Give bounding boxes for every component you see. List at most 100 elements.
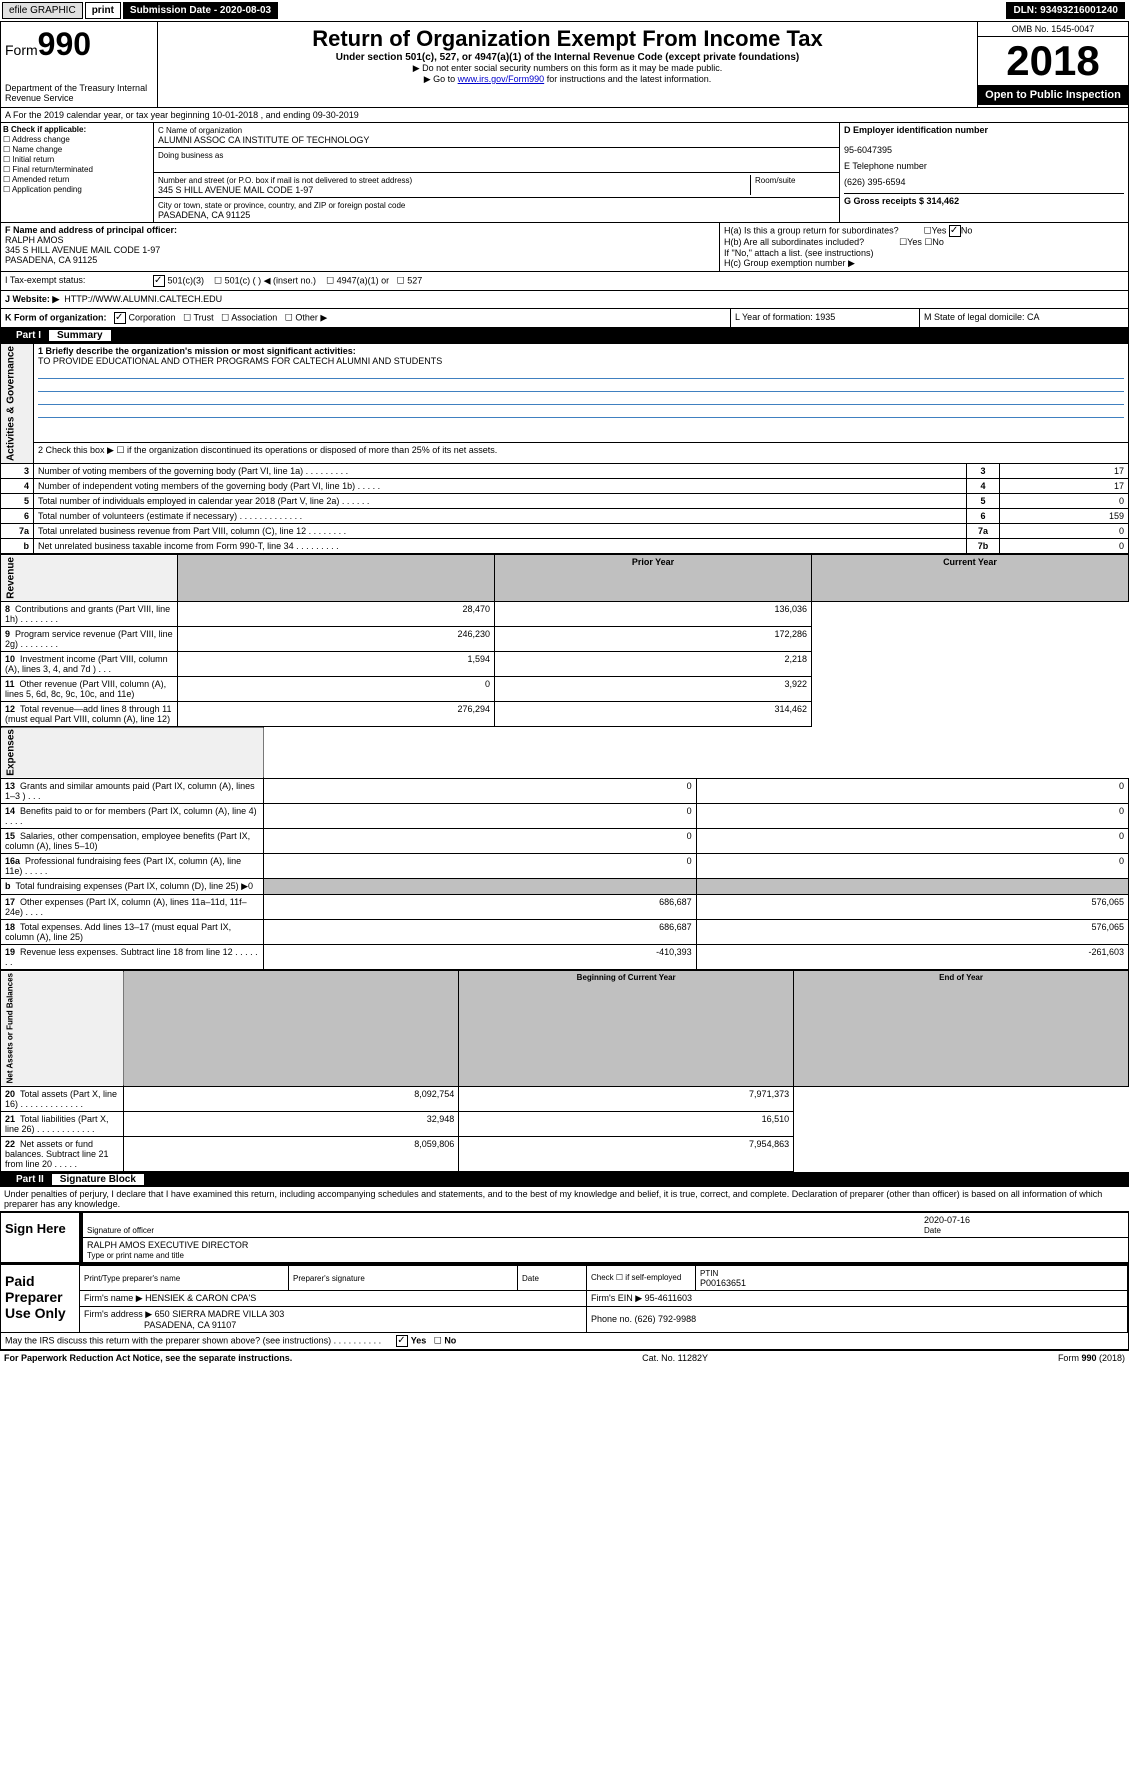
line-ref: 5 — [967, 494, 1000, 509]
prep-h1: Print/Type preparer's name — [84, 1274, 180, 1283]
form-number: 990 — [38, 26, 91, 62]
addr-label: Number and street (or P.O. box if mail i… — [158, 176, 412, 185]
dba-label: Doing business as — [158, 151, 223, 160]
prep-h5: PTIN — [700, 1269, 718, 1278]
dept-label: Department of the Treasury Internal Reve… — [5, 83, 153, 103]
firm-label: Firm's name ▶ — [84, 1293, 143, 1303]
current-value: 576,065 — [696, 920, 1128, 945]
hc-label: H(c) Group exemption number ▶ — [724, 258, 1124, 269]
part1-num: Part I — [8, 330, 49, 341]
opt-other: Other ▶ — [295, 312, 327, 322]
b-label: B Check if applicable: — [3, 125, 151, 134]
line-ref: 6 — [967, 509, 1000, 524]
line-num: 6 — [1, 509, 34, 524]
cb-final-return[interactable]: ☐ Final return/terminated — [3, 165, 151, 174]
officer-city: PASADENA, CA 91125 — [5, 255, 97, 265]
main-title: Return of Organization Exempt From Incom… — [162, 26, 973, 52]
efile-label: efile GRAPHIC — [2, 2, 83, 19]
footer-mid: Cat. No. 11282Y — [642, 1353, 708, 1363]
current-value: 314,462 — [495, 701, 812, 726]
line-value: 0 — [1000, 524, 1129, 539]
discuss-yes-checkbox[interactable] — [396, 1335, 408, 1347]
q1-value: TO PROVIDE EDUCATIONAL AND OTHER PROGRAM… — [38, 356, 442, 366]
opt-assoc: Association — [231, 312, 277, 322]
cb-initial-return[interactable]: ☐ Initial return — [3, 155, 151, 164]
side-expenses: Expenses — [1, 727, 264, 779]
line-ref: 4 — [967, 479, 1000, 494]
prior-value: 1,594 — [178, 651, 495, 676]
firm-name: HENSIEK & CARON CPA'S — [145, 1293, 256, 1303]
c-name-label: C Name of organization — [158, 126, 242, 135]
current-value: 2,218 — [495, 651, 812, 676]
current-value: 0 — [696, 829, 1128, 854]
begin-value: 32,948 — [124, 1111, 459, 1136]
line-text: 20 Total assets (Part X, line 16) . . . … — [1, 1086, 124, 1111]
end-value: 16,510 — [459, 1111, 794, 1136]
cb-app-pending[interactable]: ☐ Application pending — [3, 185, 151, 194]
prior-year-label: Prior Year — [632, 557, 674, 567]
sig-date: 2020-07-16 — [924, 1215, 970, 1225]
firm-phone: Phone no. (626) 792-9988 — [587, 1306, 1128, 1332]
cb-amended[interactable]: ☐ Amended return — [3, 175, 151, 184]
prior-value: -410,393 — [264, 945, 696, 970]
line-text: 11 Other revenue (Part VIII, column (A),… — [1, 676, 178, 701]
line-text: 10 Investment income (Part VIII, column … — [1, 651, 178, 676]
firm-city: PASADENA, CA 91107 — [144, 1320, 236, 1330]
side-revenue: Revenue — [1, 555, 178, 602]
line-value: 0 — [1000, 539, 1129, 554]
line-text: Number of independent voting members of … — [34, 479, 967, 494]
open-public: Open to Public Inspection — [978, 85, 1128, 105]
l-year-formation: L Year of formation: 1935 — [730, 309, 919, 327]
hb-note: If "No," attach a list. (see instruction… — [724, 248, 1124, 258]
line-text: 8 Contributions and grants (Part VIII, l… — [1, 601, 178, 626]
line-text: 12 Total revenue—add lines 8 through 11 … — [1, 701, 178, 726]
org-city: PASADENA, CA 91125 — [158, 210, 250, 220]
line-value: 159 — [1000, 509, 1129, 524]
phone-label: E Telephone number — [844, 161, 1124, 171]
line-num: b — [1, 539, 34, 554]
footer-left: For Paperwork Reduction Act Notice, see … — [4, 1353, 292, 1363]
line-text: 22 Net assets or fund balances. Subtract… — [1, 1136, 124, 1171]
sig-officer-label: Signature of officer — [87, 1226, 154, 1235]
prior-value: 0 — [264, 779, 696, 804]
part2-title: Signature Block — [52, 1174, 144, 1185]
footer-right: Form 990 (2018) — [1058, 1353, 1125, 1363]
prep-h3: Date — [522, 1274, 539, 1283]
current-value: -261,603 — [696, 945, 1128, 970]
org-address: 345 S HILL AVENUE MAIL CODE 1-97 — [158, 185, 313, 195]
opt-corp: Corporation — [129, 312, 176, 322]
line-text: 18 Total expenses. Add lines 13–17 (must… — [1, 920, 264, 945]
line-text: b Total fundraising expenses (Part IX, c… — [1, 879, 264, 895]
line-text: Total number of individuals employed in … — [34, 494, 967, 509]
prior-value: 0 — [178, 676, 495, 701]
end-value: 7,954,863 — [459, 1136, 794, 1171]
print-button[interactable]: print — [85, 2, 121, 19]
line-text: 19 Revenue less expenses. Subtract line … — [1, 945, 264, 970]
officer-name: RALPH AMOS — [5, 235, 64, 245]
opt-trust: Trust — [193, 312, 213, 322]
line-num: 7a — [1, 524, 34, 539]
omb-number: OMB No. 1545-0047 — [978, 22, 1128, 37]
end-value: 7,971,373 — [459, 1086, 794, 1111]
officer-addr: 345 S HILL AVENUE MAIL CODE 1-97 — [5, 245, 160, 255]
line-num: 3 — [1, 464, 34, 479]
cb-501c3[interactable] — [153, 275, 165, 287]
prep-h4: Check ☐ if self-employed — [587, 1265, 696, 1290]
begin-value: 8,059,806 — [124, 1136, 459, 1171]
f-label: F Name and address of principal officer: — [5, 225, 177, 235]
cb-address-change[interactable]: ☐ Address change — [3, 135, 151, 144]
prior-value: 0 — [264, 829, 696, 854]
subtitle: Under section 501(c), 527, or 4947(a)(1)… — [162, 52, 973, 63]
line-text: Net unrelated business taxable income fr… — [34, 539, 967, 554]
cb-name-change[interactable]: ☐ Name change — [3, 145, 151, 154]
line-num: 5 — [1, 494, 34, 509]
part1-title: Summary — [49, 330, 111, 341]
line-text: 13 Grants and similar amounts paid (Part… — [1, 779, 264, 804]
irs-link[interactable]: www.irs.gov/Form990 — [458, 74, 545, 84]
end-year-label: End of Year — [939, 973, 983, 982]
current-value: 576,065 — [696, 895, 1128, 920]
ha-no-checkbox[interactable] — [949, 225, 961, 237]
cb-corp[interactable] — [114, 312, 126, 324]
dln-label: DLN: 93493216001240 — [1006, 2, 1125, 19]
current-value: 0 — [696, 854, 1128, 879]
